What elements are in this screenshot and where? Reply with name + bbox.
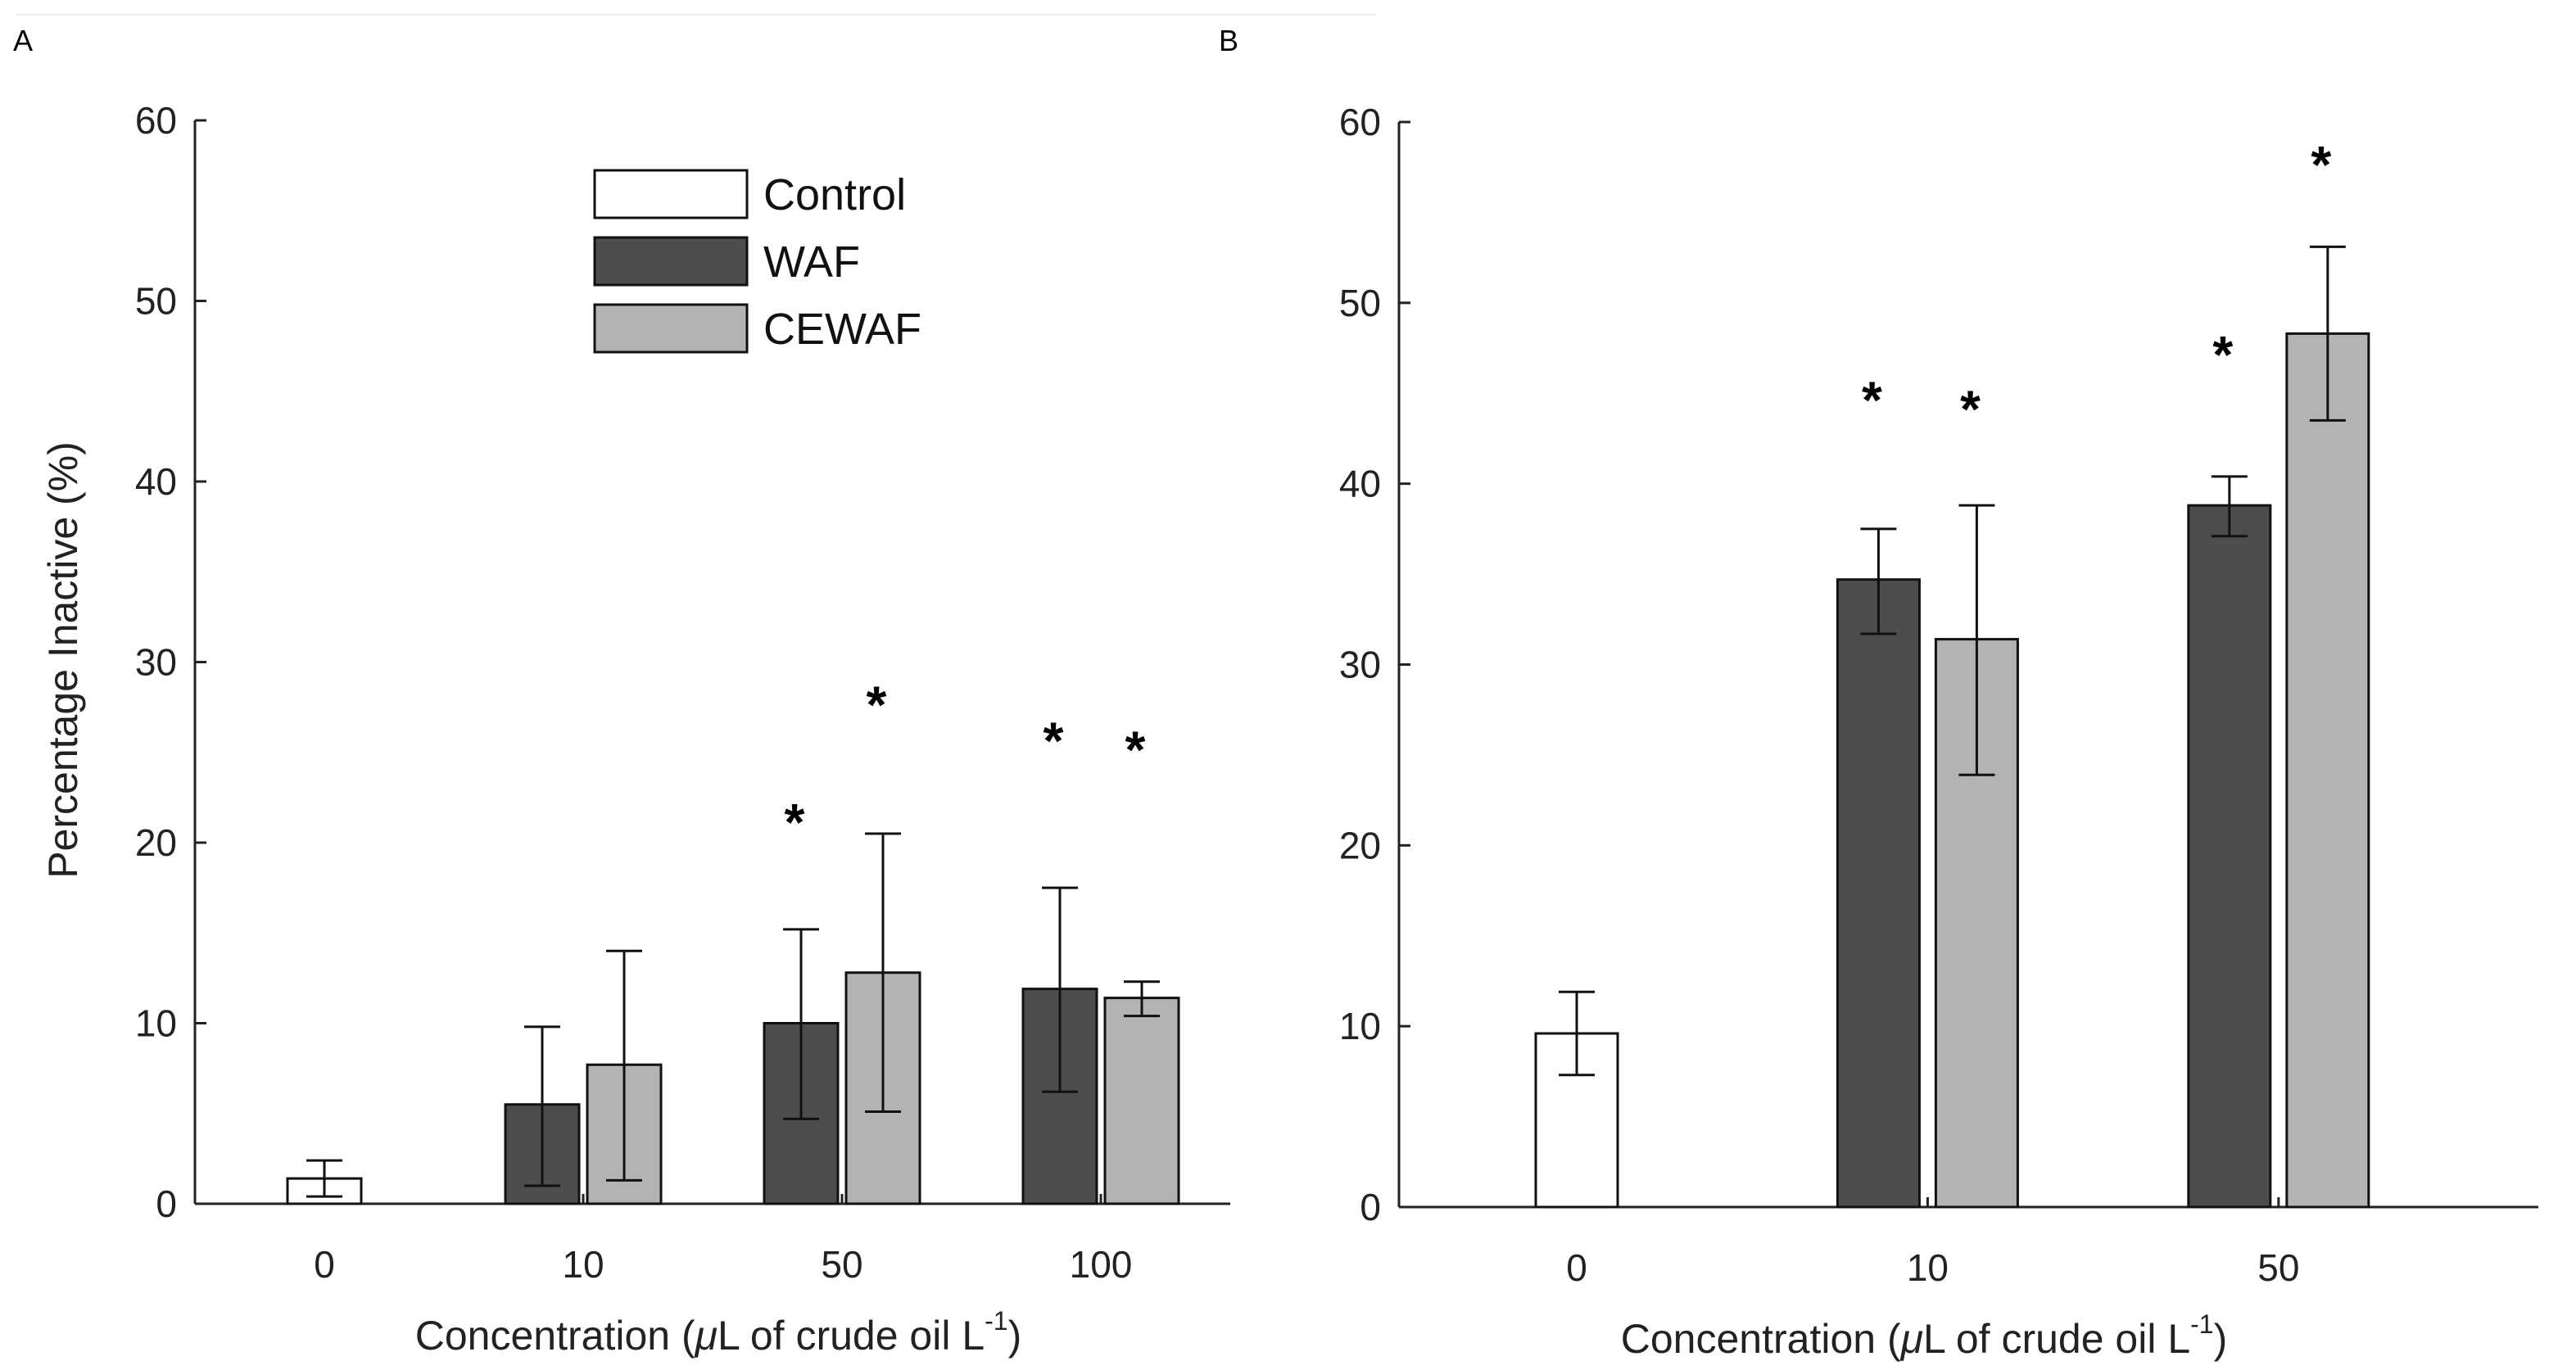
x-tick-label: 10 <box>562 1243 604 1286</box>
y-tick-label: 20 <box>1339 824 1381 866</box>
y-axis-title-a: Percentage Inactive (%) <box>40 441 86 879</box>
y-tick-label: 10 <box>135 1002 177 1045</box>
bar-waf <box>1836 578 1921 1209</box>
x-axis-title-part: ) <box>1008 1313 1022 1359</box>
x-axis-title-part: L of crude oil L <box>1923 1316 2190 1362</box>
legend-label-waf: WAF <box>763 237 860 287</box>
significance-marker: * <box>2212 325 2233 384</box>
x-axis-title-part: L of crude oil L <box>718 1313 985 1359</box>
bar-waf <box>2187 504 2272 1209</box>
bar-cewaf <box>1103 997 1180 1205</box>
x-axis-title-part: -1 <box>2190 1309 2213 1339</box>
y-tick-label: 40 <box>1339 463 1381 505</box>
x-axis-title: Concentration (μL of crude oil L-1) <box>415 1306 1022 1359</box>
y-tick-label: 10 <box>1339 1005 1381 1047</box>
legend-label-cewaf: CEWAF <box>763 305 921 354</box>
x-axis-title-part: ) <box>2214 1316 2228 1362</box>
x-tick-label: 100 <box>1070 1243 1133 1286</box>
x-tick-label: 0 <box>1566 1246 1587 1289</box>
panel-a: 0 10 20 30 40 50 60 0 10 50 100 Concentration (μL o… <box>135 99 1230 1359</box>
y-tick-label: 30 <box>1339 644 1381 686</box>
significance-marker: * <box>2311 135 2331 194</box>
significance-marker: * <box>1960 379 1981 438</box>
x-axis-title-part: -1 <box>985 1306 1007 1336</box>
y-tick-label: 30 <box>135 641 177 684</box>
y-tick-label: 0 <box>1360 1186 1381 1228</box>
significance-marker: * <box>1044 712 1064 771</box>
legend-swatch-control <box>593 169 749 219</box>
y-tick-label: 60 <box>135 99 177 142</box>
x-tick-label: 50 <box>2257 1246 2299 1289</box>
legend-swatch-cewaf <box>593 303 749 354</box>
panel-b: 0 10 20 30 40 50 60 0 10 50 Concentration (μL of c… <box>1339 101 2538 1362</box>
y-tick-label: 40 <box>135 460 177 503</box>
panel-label-b: B <box>1219 24 1238 57</box>
legend-swatch-waf <box>593 236 749 287</box>
x-tick-label: 0 <box>314 1243 335 1286</box>
bar-cewaf <box>2285 332 2370 1209</box>
y-tick-label: 50 <box>1339 282 1381 324</box>
significance-marker: * <box>1125 721 1146 780</box>
x-tick-label: 10 <box>1907 1246 1949 1289</box>
legend: Control WAF CEWAF <box>593 169 921 354</box>
y-tick-label: 0 <box>156 1182 177 1225</box>
y-tick-label: 20 <box>135 821 177 864</box>
y-tick-label: 60 <box>1339 101 1381 143</box>
significance-marker: * <box>1862 370 1882 429</box>
x-axis-title-part: Concentration ( <box>1621 1316 1901 1362</box>
y-tick-label: 50 <box>135 280 177 323</box>
significance-marker: * <box>867 676 887 735</box>
x-axis-title-part: Concentration ( <box>415 1313 695 1359</box>
x-axis-title-part: μ <box>694 1313 718 1359</box>
x-tick-label: 50 <box>821 1243 862 1286</box>
legend-label-control: Control <box>763 170 906 219</box>
significance-marker: * <box>785 793 805 852</box>
panel-label-a: A <box>13 24 33 57</box>
x-axis-title: Concentration (μL of crude oil L-1) <box>1621 1309 2228 1362</box>
x-axis-title-part: μ <box>1899 1316 1923 1362</box>
